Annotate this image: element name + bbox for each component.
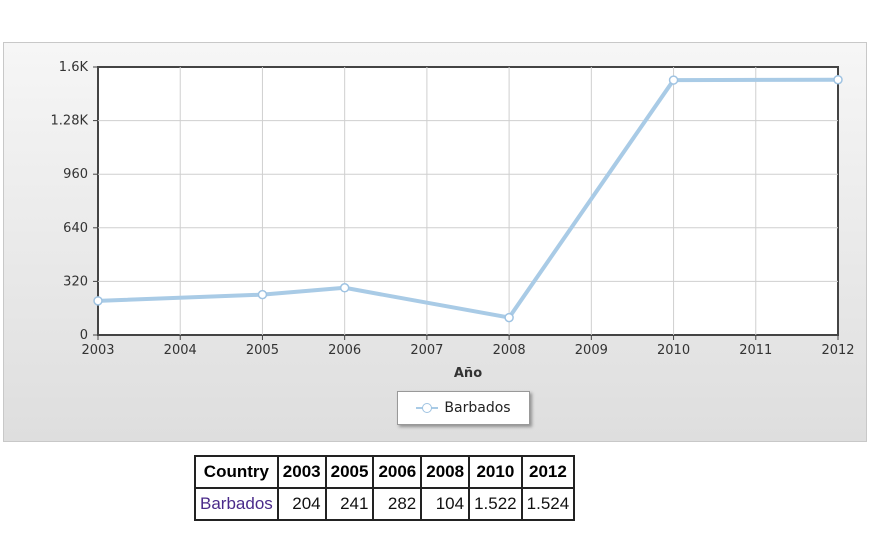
data-point[interactable] (339, 283, 350, 293)
table-cell: 282 (372, 487, 423, 521)
table-cell: 1.524 (520, 487, 576, 521)
y-tick-label: 320 (63, 274, 88, 289)
legend[interactable]: Barbados (397, 391, 530, 425)
line-chart: 2003 2004 2005 2006 2007 2008 2009 2010 2011 2012… (51, 60, 855, 381)
legend-label: Barbados (444, 400, 511, 416)
table-header-row: Country 2003 2005 2006 2008 2010 2012 (194, 455, 576, 489)
table-header-cell: Country (194, 455, 279, 489)
x-axis-title: Año (454, 366, 482, 381)
table-header-cell: 2010 (468, 455, 523, 489)
table-cell: 204 (276, 487, 327, 521)
table-header-cell: 2006 (372, 455, 423, 489)
x-tick-label: 2006 (328, 343, 361, 358)
x-tick-label: 2007 (410, 343, 443, 358)
data-point[interactable] (257, 289, 268, 300)
y-tick-label: 640 (63, 221, 88, 236)
table-header-cell: 2005 (324, 455, 375, 489)
x-tick-label: 2004 (164, 343, 197, 358)
x-tick-label: 2003 (81, 343, 114, 358)
series-line (97, 77, 839, 320)
chart-panel: 2003 2004 2005 2006 2007 2008 2009 2010 2011 2012… (3, 42, 867, 442)
x-tick-label: 2012 (821, 343, 854, 358)
y-tick-label: 1.28K (51, 114, 89, 129)
series-layer (93, 74, 843, 323)
table-cell: 241 (324, 487, 375, 521)
legend-marker-icon (416, 402, 439, 414)
x-tick-label: 2009 (575, 343, 608, 358)
x-axis-ticks: 2003 2004 2005 2006 2007 2008 2009 2010 2011 2012 (81, 335, 855, 358)
table-header-cell: 2003 (276, 455, 327, 489)
data-point[interactable] (833, 74, 843, 85)
y-axis-ticks: 0 320 640 960 1.28K 1.6K (51, 60, 98, 343)
x-tick-label: 2008 (493, 343, 526, 358)
table-header-cell: 2012 (520, 455, 576, 489)
y-tick-label: 960 (63, 167, 88, 182)
plot-area (97, 66, 839, 336)
y-tick-label: 1.6K (59, 60, 89, 75)
data-point[interactable] (504, 312, 514, 323)
grid (98, 67, 838, 335)
table-cell: 1.522 (468, 487, 523, 521)
table-row: Barbados 204 241 282 104 1.522 1.524 (194, 487, 576, 521)
table-cell: 104 (420, 487, 471, 521)
x-tick-label: 2011 (739, 343, 772, 358)
country-link[interactable]: Barbados (194, 487, 279, 521)
data-point[interactable] (93, 296, 103, 306)
data-point[interactable] (668, 75, 679, 85)
table-header-cell: 2008 (420, 455, 471, 489)
y-tick-label: 0 (80, 328, 88, 343)
data-table: Country 2003 2005 2006 2008 2010 2012 Ba… (194, 455, 576, 521)
x-tick-label: 2005 (246, 343, 279, 358)
x-tick-label: 2010 (657, 343, 690, 358)
